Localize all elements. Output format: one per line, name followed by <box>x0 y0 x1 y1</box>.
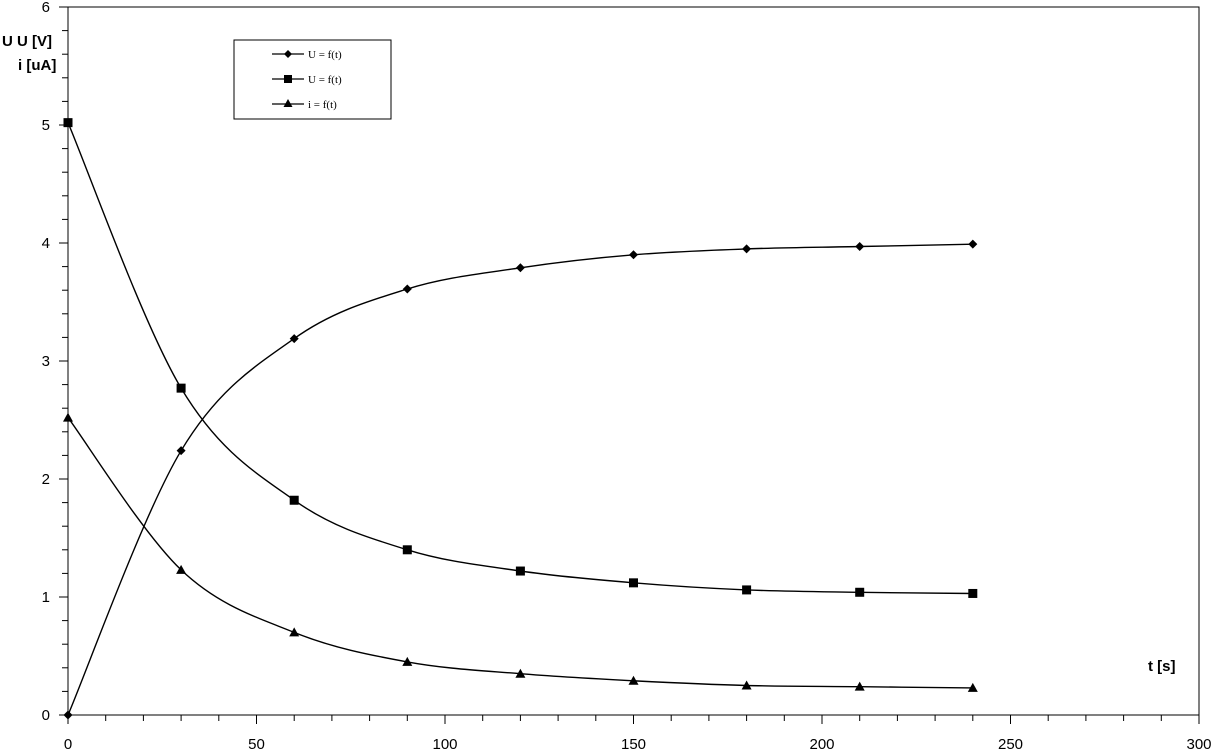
x-axis-title: t [s] <box>1148 658 1176 675</box>
data-point-square <box>629 578 638 588</box>
y-tick-label: 2 <box>42 471 50 488</box>
legend-box <box>233 39 392 120</box>
series-line-diamond <box>67 243 973 716</box>
legend: U = f(t) U = f(t) i = f(t) <box>233 39 392 120</box>
y-axis-title-line-2: i [uA] <box>18 57 56 74</box>
x-tick-label: 50 <box>248 736 265 753</box>
data-point-triangle <box>741 680 752 690</box>
y-axis-title-line-1: U U [V] <box>2 33 52 50</box>
data-point-square <box>289 495 299 505</box>
legend-marker-triangle <box>283 99 293 107</box>
data-point-square <box>515 566 525 576</box>
data-point-diamond <box>742 244 752 254</box>
y-tick-label: 0 <box>42 707 50 724</box>
data-point-square <box>63 118 73 128</box>
x-tick-label: 150 <box>621 736 646 753</box>
y-tick-label: 6 <box>42 0 50 16</box>
data-point-diamond <box>289 334 299 344</box>
series-line-square <box>67 122 973 595</box>
data-point-triangle <box>63 412 73 422</box>
data-point-diamond <box>515 263 525 273</box>
legend-marker-diamond <box>284 50 292 58</box>
x-tick-label: 250 <box>998 736 1023 753</box>
data-point-triangle <box>515 668 526 678</box>
data-point-diamond <box>855 242 865 252</box>
y-tick-label: 5 <box>42 117 50 134</box>
x-tick-label: 100 <box>432 736 457 753</box>
data-point-square <box>968 588 978 598</box>
data-point-diamond <box>63 710 73 720</box>
data-point-triangle <box>289 627 300 637</box>
data-point-triangle <box>967 682 978 692</box>
y-tick-label: 3 <box>42 353 50 370</box>
data-point-diamond <box>402 284 412 294</box>
legend-label-1: U = f(t) <box>308 49 342 61</box>
y-tick-label: 4 <box>42 235 50 252</box>
data-point-triangle <box>402 656 413 666</box>
data-point-square <box>855 587 865 597</box>
data-point-square <box>742 585 752 595</box>
y-tick-label: 1 <box>42 589 50 606</box>
data-point-diamond <box>968 239 978 249</box>
data-point-square <box>402 545 412 555</box>
x-tick-label: 200 <box>809 736 834 753</box>
legend-label-2: U = f(t) <box>308 74 342 86</box>
data-point-triangle <box>628 675 639 685</box>
legend-label-3: i = f(t) <box>308 99 337 111</box>
data-point-diamond <box>629 250 638 260</box>
data-point-square <box>176 383 186 393</box>
legend-marker-square <box>284 75 292 83</box>
series-line-triangle <box>67 417 973 689</box>
data-point-diamond <box>176 446 186 456</box>
x-tick-label: 300 <box>1186 736 1211 753</box>
data-point-triangle <box>854 681 865 691</box>
data-point-triangle <box>176 564 187 574</box>
x-tick-label: 0 <box>64 736 72 753</box>
